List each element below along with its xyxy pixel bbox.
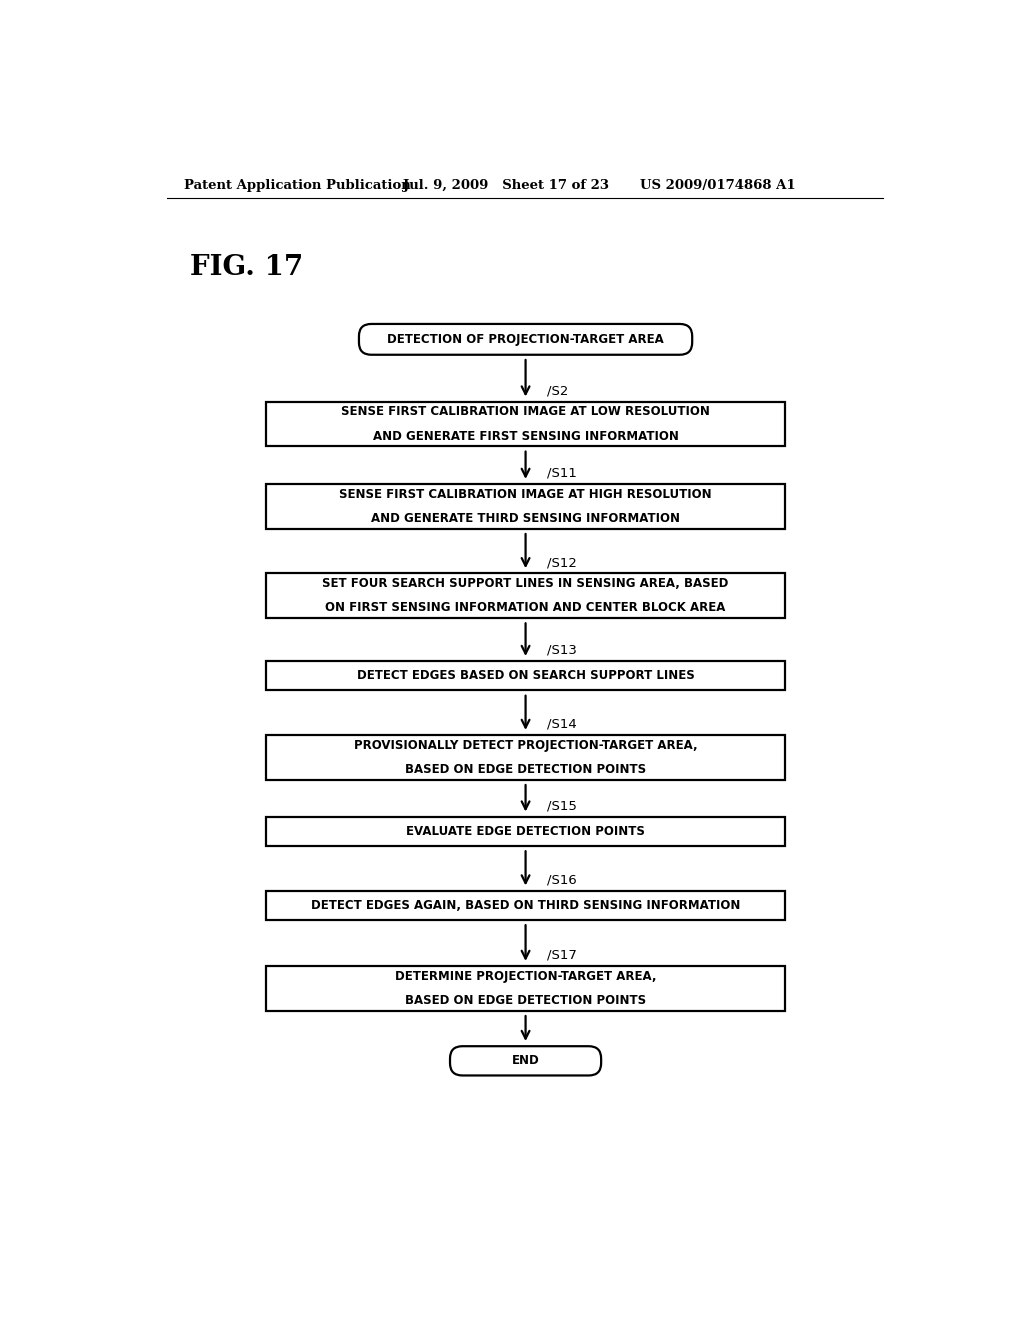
Text: /S12: /S12 [547,556,578,569]
Text: SENSE FIRST CALIBRATION IMAGE AT HIGH RESOLUTION: SENSE FIRST CALIBRATION IMAGE AT HIGH RE… [339,488,712,500]
Text: BASED ON EDGE DETECTION POINTS: BASED ON EDGE DETECTION POINTS [406,763,646,776]
Text: /S12: /S12 [547,556,578,569]
Text: /S15: /S15 [547,800,578,813]
Text: ‘S14: ‘S14 [547,718,577,731]
Text: Jul. 9, 2009   Sheet 17 of 23: Jul. 9, 2009 Sheet 17 of 23 [403,178,609,191]
Text: AND GENERATE THIRD SENSING INFORMATION: AND GENERATE THIRD SENSING INFORMATION [371,512,680,525]
Bar [266,735,785,780]
Text: /S16: /S16 [547,874,578,887]
Text: US 2009/0174868 A1: US 2009/0174868 A1 [640,178,795,191]
Text: ‘S17: ‘S17 [547,949,577,962]
Bar [266,966,785,1011]
Text: /S14: /S14 [547,718,578,731]
Text: /S2: /S2 [547,384,568,397]
Text: /S13: /S13 [547,644,578,657]
Text: AND GENERATE FIRST SENSING INFORMATION: AND GENERATE FIRST SENSING INFORMATION [373,429,679,442]
Text: DETECTION OF PROJECTION-TARGET AREA: DETECTION OF PROJECTION-TARGET AREA [387,333,664,346]
Text: ‘S2: ‘S2 [547,384,568,397]
Bar [266,817,785,846]
Text: EVALUATE EDGE DETECTION POINTS: EVALUATE EDGE DETECTION POINTS [407,825,645,838]
Bar [266,573,785,618]
Text: /S11: /S11 [547,467,578,480]
Text: /S16: /S16 [547,874,578,887]
Text: SET FOUR SEARCH SUPPORT LINES IN SENSING AREA, BASED: SET FOUR SEARCH SUPPORT LINES IN SENSING… [323,577,729,590]
Text: DETECT EDGES BASED ON SEARCH SUPPORT LINES: DETECT EDGES BASED ON SEARCH SUPPORT LIN… [356,669,694,682]
Text: ON FIRST SENSING INFORMATION AND CENTER BLOCK AREA: ON FIRST SENSING INFORMATION AND CENTER … [326,602,726,614]
Text: /S2: /S2 [547,384,568,397]
Text: BASED ON EDGE DETECTION POINTS: BASED ON EDGE DETECTION POINTS [406,994,646,1007]
Text: /S15: /S15 [547,800,578,813]
Bar [266,661,785,690]
FancyBboxPatch shape [450,1047,601,1076]
Text: SENSE FIRST CALIBRATION IMAGE AT LOW RESOLUTION: SENSE FIRST CALIBRATION IMAGE AT LOW RES… [341,405,710,418]
Bar [266,484,785,529]
Text: FIG. 17: FIG. 17 [190,255,303,281]
Text: /S17: /S17 [547,949,578,962]
FancyBboxPatch shape [359,323,692,355]
Text: ‘S11: ‘S11 [547,467,577,480]
Bar [266,891,785,920]
Text: ‘S15: ‘S15 [547,800,577,813]
Text: END: END [512,1055,540,1068]
Bar [266,401,785,446]
Text: Patent Application Publication: Patent Application Publication [183,178,411,191]
Text: /S13: /S13 [547,644,578,657]
Text: DETERMINE PROJECTION-TARGET AREA,: DETERMINE PROJECTION-TARGET AREA, [395,970,656,983]
Text: /S17: /S17 [547,949,578,962]
Text: ‘S13: ‘S13 [547,644,577,657]
Text: ‘S12: ‘S12 [547,556,577,569]
Text: DETECT EDGES AGAIN, BASED ON THIRD SENSING INFORMATION: DETECT EDGES AGAIN, BASED ON THIRD SENSI… [311,899,740,912]
Text: PROVISIONALLY DETECT PROJECTION-TARGET AREA,: PROVISIONALLY DETECT PROJECTION-TARGET A… [353,739,697,752]
Text: /S11: /S11 [547,467,578,480]
Text: ‘S16: ‘S16 [547,874,577,887]
Text: /S14: /S14 [547,718,578,731]
